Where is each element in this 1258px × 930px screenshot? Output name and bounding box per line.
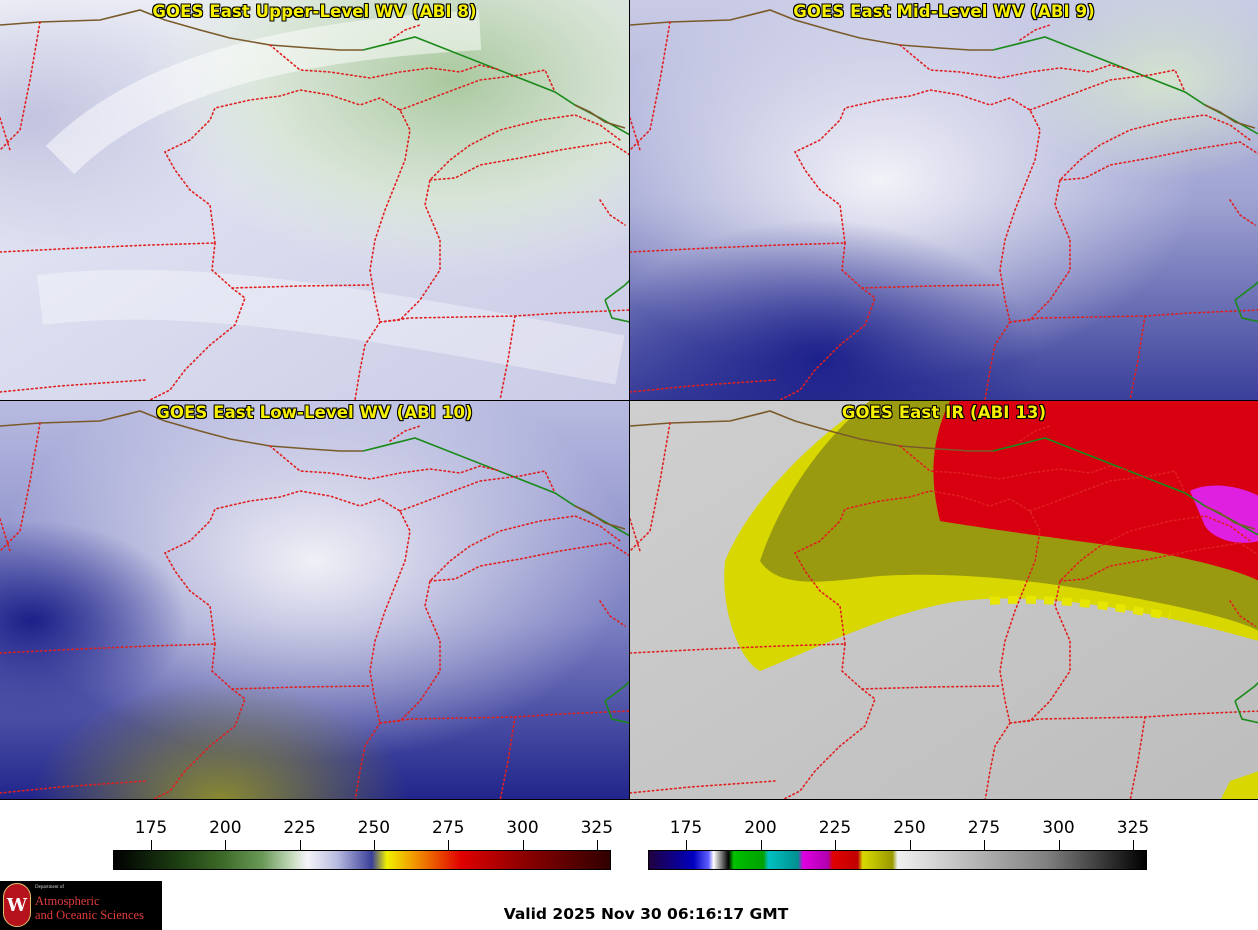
ir-image (630, 401, 1258, 800)
upper-level-wv-image (0, 0, 629, 400)
ir-tick-mark (760, 840, 762, 850)
wv-tick-mark (151, 840, 152, 850)
wv-tick-mark (448, 840, 450, 850)
wv-tick-label: 250 (357, 818, 391, 838)
panel-title-ir: GOES East IR (ABI 13) (841, 403, 1047, 422)
ir-colorbar (648, 850, 1147, 870)
wv-tick-label: 175 (134, 818, 168, 838)
logo-line-1: Atmospheric (35, 894, 100, 908)
ir-tick-mark (835, 840, 836, 850)
ir-tick-label: 200 (744, 818, 777, 838)
panel-title-upper: GOES East Upper-Level WV (ABI 8) (152, 2, 477, 21)
wv-tick-mark (225, 840, 227, 850)
panel-divider-bottom (0, 799, 1258, 800)
wv-tick-mark (522, 840, 524, 850)
wv-tick-mark (373, 840, 375, 850)
ir-tick-label: 300 (1042, 818, 1075, 838)
ir-tick-mark (984, 840, 985, 850)
ir-tick-mark (686, 840, 687, 850)
valid-time: Valid 2025 Nov 30 06:16:17 GMT (503, 905, 789, 923)
ir-tick-label: 175 (669, 818, 703, 838)
wv-tick-label: 325 (580, 818, 614, 838)
wv-tick-label: 275 (431, 818, 465, 838)
uw-seal-icon: W (3, 883, 31, 927)
panel-divider-horizontal (0, 400, 1258, 401)
mid-level-wv-image (630, 0, 1258, 400)
wv-colorbar (113, 850, 611, 870)
panel-title-low: GOES East Low-Level WV (ABI 10) (156, 403, 473, 422)
wv-tick-mark (596, 840, 598, 850)
panel-mid-level-wv: GOES East Mid-Level WV (ABI 9) (630, 0, 1258, 400)
panel-upper-level-wv: GOES East Upper-Level WV (ABI 8) (0, 0, 629, 400)
panel-low-level-wv: GOES East Low-Level WV (ABI 10) (0, 401, 629, 800)
wv-tick-label: 300 (506, 818, 539, 838)
ir-tick-label: 325 (1116, 818, 1150, 838)
low-level-wv-image (0, 401, 629, 800)
logo-line-2: and Oceanic Sciences (35, 908, 144, 922)
ir-tick-mark (909, 840, 911, 850)
aos-logo: W Department of Atmospheric and Oceanic … (0, 881, 162, 930)
ir-tick-label: 250 (893, 818, 926, 838)
wv-tick-label: 200 (209, 818, 242, 838)
panel-title-mid: GOES East Mid-Level WV (ABI 9) (793, 2, 1095, 21)
wv-tick-label: 225 (283, 818, 316, 838)
panel-ir: GOES East IR (ABI 13) (630, 401, 1258, 800)
ir-tick-mark (1133, 840, 1134, 850)
ir-tick-mark (1058, 840, 1060, 850)
ir-tick-label: 225 (818, 818, 852, 838)
ir-tick-label: 275 (967, 818, 1001, 838)
wv-tick-mark (299, 840, 301, 850)
logo-dept-text: Department of (35, 885, 65, 890)
